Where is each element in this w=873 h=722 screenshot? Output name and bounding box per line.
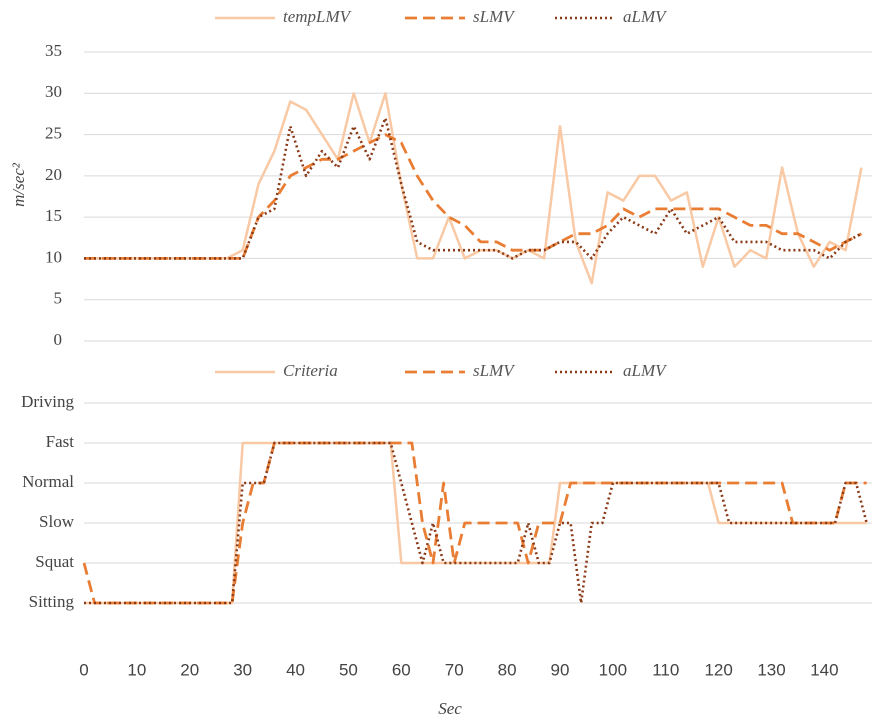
y-tick-label: 15: [45, 206, 62, 225]
legend-label: sLMV: [473, 7, 516, 26]
y-tick-label: Sitting: [29, 592, 75, 611]
series-line: [84, 116, 862, 260]
x-tick-label: 40: [286, 660, 305, 679]
x-tick-label: 140: [810, 660, 838, 679]
y-tick-label: 25: [45, 123, 62, 142]
legend-label: tempLMV: [283, 7, 353, 26]
x-tick-label: 70: [445, 660, 464, 679]
x-tick-label: 100: [599, 660, 627, 679]
y-axis-label: m/sec²: [9, 162, 28, 207]
series-line: [84, 441, 868, 605]
x-tick-label: 0: [79, 660, 88, 679]
x-axis-label: Sec: [438, 699, 462, 718]
y-tick-label: Slow: [39, 512, 75, 531]
series-line: [84, 133, 863, 260]
legend-label: sLMV: [473, 361, 516, 380]
x-tick-label: 30: [233, 660, 252, 679]
x-tick-label: 50: [339, 660, 358, 679]
legend-label: aLMV: [623, 7, 668, 26]
x-tick-label: 90: [551, 660, 570, 679]
series-line: [82, 441, 867, 605]
y-tick-label: 0: [54, 330, 63, 349]
x-tick-label: 110: [652, 660, 679, 679]
legend-label: aLMV: [623, 361, 668, 380]
x-tick-label: 80: [498, 660, 517, 679]
x-tick-label: 120: [704, 660, 732, 679]
y-tick-label: Driving: [21, 392, 74, 411]
y-tick-label: 20: [45, 165, 62, 184]
x-tick-label: 10: [127, 660, 146, 679]
x-tick-label: 60: [392, 660, 411, 679]
y-tick-label: Squat: [35, 552, 74, 571]
y-tick-label: Fast: [46, 432, 75, 451]
y-tick-label: 35: [45, 41, 62, 60]
y-tick-label: 10: [45, 247, 62, 266]
y-tick-label: 5: [54, 289, 63, 308]
y-tick-label: 30: [45, 82, 62, 101]
x-tick-label: 130: [757, 660, 785, 679]
legend-label: Criteria: [283, 361, 338, 380]
y-tick-label: Normal: [22, 472, 74, 491]
series-line: [84, 92, 863, 285]
x-tick-label: 20: [180, 660, 199, 679]
